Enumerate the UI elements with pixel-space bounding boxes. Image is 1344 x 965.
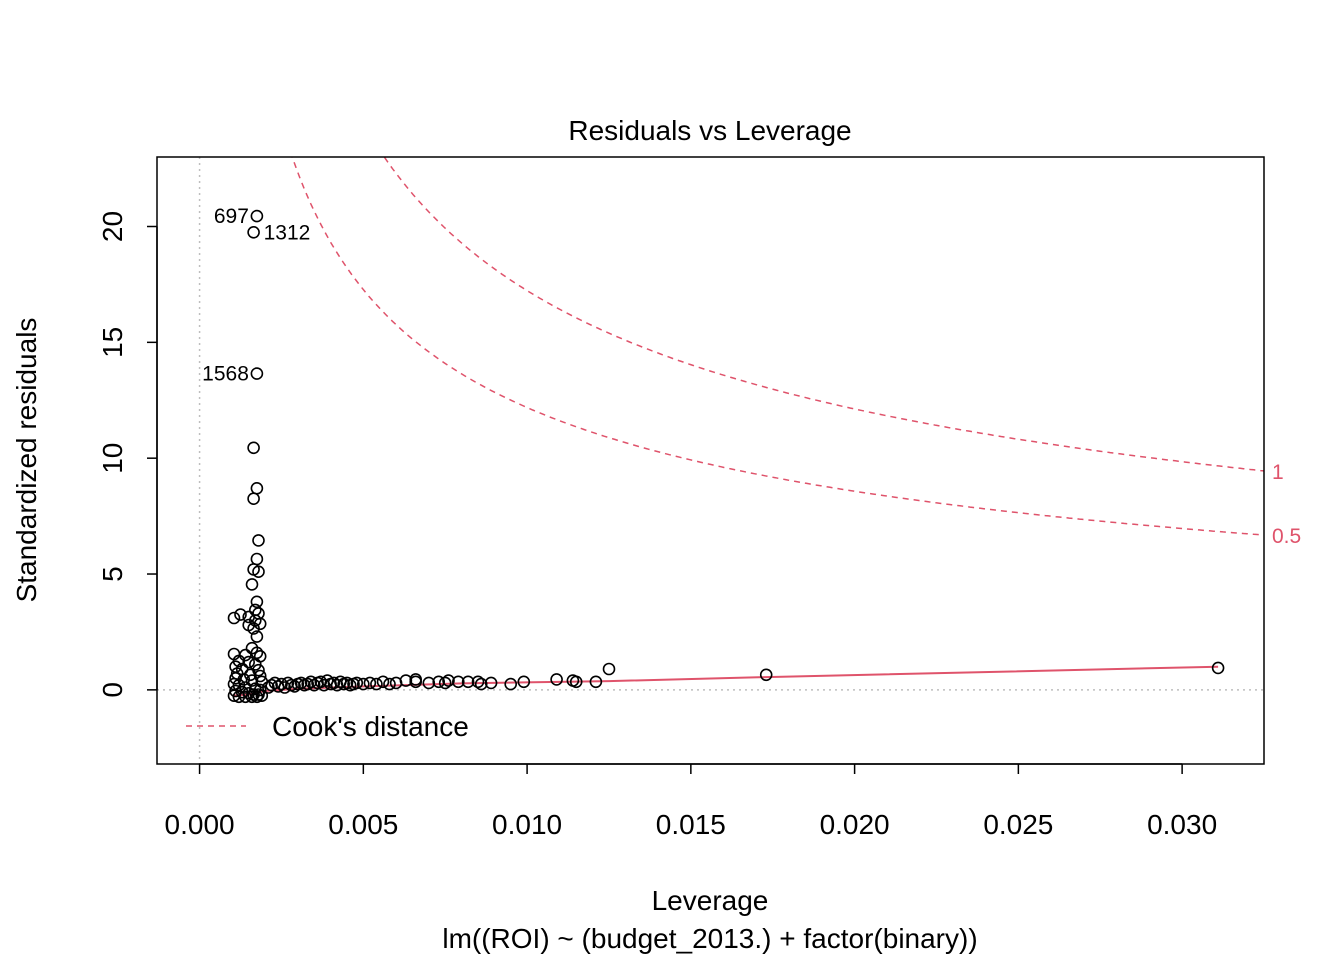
legend-cooks-distance-label: Cook's distance bbox=[272, 711, 469, 742]
data-point bbox=[356, 677, 370, 691]
data-point bbox=[275, 677, 288, 691]
data-point bbox=[461, 675, 475, 689]
data-point bbox=[383, 677, 396, 691]
data-point bbox=[247, 226, 260, 239]
cooks-distance-level-label: 1 bbox=[1272, 461, 1284, 484]
data-point bbox=[250, 690, 264, 704]
data-point bbox=[340, 676, 354, 690]
data-point bbox=[288, 680, 301, 693]
x-axis-label: Leverage bbox=[652, 885, 769, 916]
data-point bbox=[245, 578, 259, 591]
data-point bbox=[376, 675, 390, 689]
x-tick-label: 0.020 bbox=[820, 809, 890, 840]
data-point bbox=[1211, 661, 1225, 675]
data-point bbox=[239, 648, 252, 662]
data-point bbox=[363, 676, 377, 690]
data-point bbox=[250, 646, 264, 660]
data-point bbox=[262, 681, 275, 694]
data-point bbox=[245, 674, 259, 687]
data-points bbox=[227, 209, 1225, 704]
data-point bbox=[229, 671, 242, 685]
outlier-point-label: 1312 bbox=[264, 221, 311, 244]
data-point bbox=[250, 630, 264, 643]
x-tick-label: 0.005 bbox=[328, 809, 398, 840]
data-point bbox=[451, 675, 465, 689]
data-point bbox=[307, 678, 321, 692]
data-point bbox=[250, 367, 264, 380]
data-point bbox=[550, 673, 563, 686]
data-point bbox=[294, 676, 308, 690]
data-point bbox=[438, 676, 452, 690]
data-point bbox=[244, 668, 257, 682]
data-point bbox=[234, 608, 247, 621]
model-formula-caption: lm((ROI) ~ (budget_2013.) + factor(binar… bbox=[442, 923, 977, 954]
data-point bbox=[350, 676, 364, 690]
legend: Cook's distance bbox=[186, 711, 469, 742]
data-point bbox=[245, 690, 259, 704]
data-point bbox=[759, 668, 773, 682]
data-point bbox=[250, 209, 264, 223]
data-point bbox=[252, 534, 265, 547]
data-point bbox=[370, 677, 383, 691]
y-tick-label: 0 bbox=[97, 682, 128, 698]
data-point bbox=[250, 481, 264, 495]
data-point bbox=[252, 565, 265, 579]
data-point bbox=[504, 677, 518, 691]
data-point bbox=[304, 675, 318, 689]
data-point bbox=[250, 595, 264, 609]
data-point bbox=[409, 673, 423, 686]
chart-title: Residuals vs Leverage bbox=[568, 115, 851, 146]
y-axis-label: Standardized residuals bbox=[11, 318, 42, 603]
plot-area-clip-group: 697 1312 1568 bbox=[157, 157, 1264, 764]
data-point bbox=[247, 441, 260, 455]
data-point bbox=[399, 674, 413, 687]
data-point bbox=[247, 622, 260, 635]
y-tick-label: 5 bbox=[97, 566, 128, 582]
data-point bbox=[281, 676, 295, 690]
data-point bbox=[327, 676, 341, 690]
cooks-distance-labels: 10.5 bbox=[1272, 461, 1301, 548]
data-point bbox=[250, 552, 264, 566]
data-point bbox=[422, 676, 436, 690]
data-point bbox=[242, 655, 255, 669]
x-tick-label: 0.025 bbox=[983, 809, 1053, 840]
data-point bbox=[569, 675, 583, 689]
outlier-point-label: 1568 bbox=[202, 363, 249, 386]
y-axis: 0 5 10 15 20 bbox=[97, 211, 158, 698]
data-point bbox=[474, 677, 488, 691]
data-point bbox=[301, 677, 315, 691]
data-point bbox=[589, 675, 603, 689]
y-tick-label: 20 bbox=[97, 211, 128, 242]
x-tick-label: 0.030 bbox=[1147, 809, 1217, 840]
cooks-distance-contours bbox=[291, 157, 1264, 536]
x-tick-label: 0.010 bbox=[492, 809, 562, 840]
point-labels: 697 1312 1568 bbox=[202, 205, 310, 386]
data-point bbox=[247, 688, 260, 701]
data-point bbox=[442, 674, 455, 687]
x-tick-label: 0.000 bbox=[165, 809, 235, 840]
data-point bbox=[471, 675, 485, 689]
outlier-point-label: 697 bbox=[214, 205, 249, 228]
data-point bbox=[484, 676, 498, 690]
data-point bbox=[432, 675, 446, 689]
data-point bbox=[232, 690, 246, 704]
data-point bbox=[602, 662, 616, 676]
data-point bbox=[265, 678, 278, 692]
data-point bbox=[517, 675, 531, 689]
y-tick-label: 15 bbox=[97, 327, 128, 358]
cooks-distance-level-label: 0.5 bbox=[1272, 525, 1301, 548]
x-tick-label: 0.015 bbox=[656, 809, 726, 840]
cooks-distance-curve-1 bbox=[383, 157, 1264, 472]
plot-frame bbox=[156, 156, 1265, 765]
data-point bbox=[255, 689, 269, 703]
cooks-distance-curve-0-5 bbox=[291, 157, 1264, 536]
data-point bbox=[242, 610, 255, 624]
y-tick-label: 10 bbox=[97, 443, 128, 474]
reference-lines bbox=[157, 157, 1264, 764]
x-axis: 0.000 0.005 0.010 0.015 0.020 0.025 0.030 bbox=[165, 763, 1217, 840]
data-point bbox=[227, 611, 241, 625]
data-point bbox=[247, 492, 260, 506]
